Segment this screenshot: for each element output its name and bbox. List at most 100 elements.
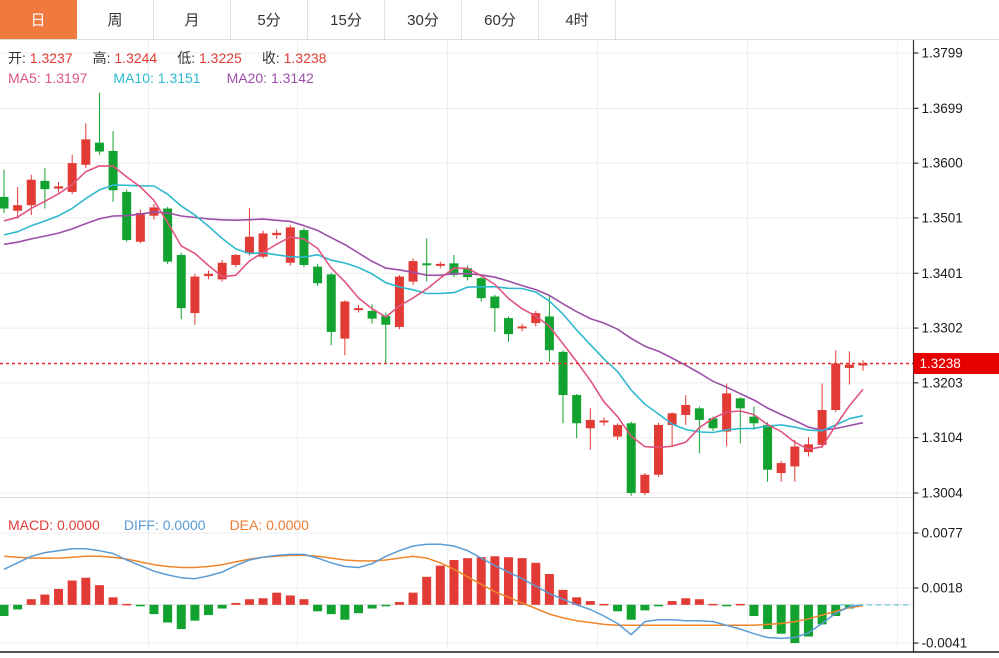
macd-legend-diff-value: 0.0000 <box>158 517 206 533</box>
macd-bar <box>599 603 609 606</box>
candle-body <box>176 255 186 309</box>
macd-bar <box>122 603 132 606</box>
macd-legend-bar: MACD: 0.0000 DIFF: 0.0000 DEA: 0.0000 <box>8 517 309 533</box>
candle-body <box>517 326 527 329</box>
macd-bar <box>272 592 282 605</box>
ma20-line <box>3 211 864 431</box>
macd-legend-macd-value: 0.0000 <box>53 517 100 533</box>
macd-bar <box>258 598 268 605</box>
price-axis-label: 1.3004 <box>922 486 964 501</box>
ma-legend-ma10-label: MA10: <box>113 70 154 86</box>
quote-close-label: 收: <box>261 50 280 66</box>
macd-bar <box>422 576 432 605</box>
macd-bar <box>572 597 582 605</box>
timeframe-tab-3[interactable]: 5分 <box>231 0 308 39</box>
candle-body <box>94 142 104 152</box>
candle-body <box>463 268 473 278</box>
timeframe-tab-6[interactable]: 60分 <box>462 0 539 39</box>
quote-low: 低: 1.3225 <box>177 50 242 66</box>
price-axis-labels: 1.3799 1.3699 1.3600 1.3501 1.3401 1.3302 1.32… <box>913 46 964 501</box>
macd-legend-macd: MACD: 0.0000 <box>8 517 100 533</box>
macd-bar <box>40 594 50 605</box>
macd-axis-labels: 0.0077 0.0018 -0.0041 <box>913 525 968 651</box>
macd-bar <box>54 588 64 605</box>
macd-bar <box>694 599 704 605</box>
macd-legend-dea-value: 0.0000 <box>262 517 309 533</box>
candle-body <box>381 315 391 325</box>
macd-bar <box>367 604 377 609</box>
candle-body <box>67 163 77 192</box>
candle-body <box>599 420 609 423</box>
price-axis-label: 1.3799 <box>922 46 963 61</box>
ma5-line <box>3 165 864 451</box>
candle-body <box>490 296 500 309</box>
macd-bar <box>231 602 241 605</box>
timeframe-tab-5[interactable]: 30分 <box>385 0 462 39</box>
macd-bar <box>0 604 9 616</box>
candle-body <box>394 276 404 327</box>
macd-bar <box>722 604 732 607</box>
quote-high-value: 1.3244 <box>110 50 158 66</box>
macd-axis-label: -0.0041 <box>922 636 968 651</box>
macd-bar <box>299 599 309 605</box>
macd-bar <box>394 602 404 605</box>
candle-body <box>531 313 541 324</box>
quote-low-label: 低: <box>177 50 196 66</box>
candle-body <box>299 230 309 265</box>
macd-bar <box>667 601 677 605</box>
candle-body <box>572 395 582 424</box>
macd-axis-label: 0.0018 <box>922 581 963 596</box>
macd-legend-dea-label: DEA: <box>229 517 263 533</box>
candle-body <box>422 263 432 266</box>
candle-body <box>408 261 418 282</box>
macd-histogram <box>0 556 854 644</box>
candle-body <box>163 208 173 262</box>
macd-bar <box>831 604 841 616</box>
quote-close-value: 1.3238 <box>279 50 327 66</box>
timeframe-tab-2[interactable]: 月 <box>154 0 231 39</box>
candle-body <box>681 405 691 415</box>
macd-bar <box>149 604 159 615</box>
timeframe-tab-1[interactable]: 周 <box>77 0 154 39</box>
macd-bar <box>217 604 227 609</box>
macd-bar <box>803 604 813 637</box>
last-price-badge: 1.3238 <box>913 352 999 374</box>
price-axis-label: 1.3203 <box>922 375 963 390</box>
candle-body <box>272 232 282 236</box>
last-price-badge-text: 1.3238 <box>920 356 961 371</box>
candle-body <box>503 318 513 335</box>
macd-bar <box>463 558 473 605</box>
candle-body <box>476 278 486 299</box>
candle-body <box>667 413 677 425</box>
ma-legend-ma20: MA20: 1.3142 <box>227 70 314 86</box>
timeframe-tab-4[interactable]: 15分 <box>308 0 385 39</box>
quote-open: 开: 1.3237 <box>8 50 73 66</box>
macd-legend-macd-label: MACD: <box>8 517 54 533</box>
macd-bar <box>517 558 527 605</box>
candle-body <box>81 139 91 165</box>
macd-bar <box>313 604 323 612</box>
candle-body <box>776 463 786 474</box>
macd-legend-diff: DIFF: 0.0000 <box>124 517 206 533</box>
timeframe-tab-0[interactable]: 日 <box>0 0 77 39</box>
ma-legend-ma5-label: MA5: <box>8 70 41 86</box>
macd-axis-label: 0.0077 <box>922 525 963 540</box>
chart-canvas[interactable] <box>0 40 999 658</box>
ma-legend-ma10: MA10: 1.3151 <box>113 70 200 86</box>
macd-bar <box>708 603 718 606</box>
candle-body <box>54 186 64 189</box>
candle-body <box>803 444 813 453</box>
ohlc-quote-bar: 开: 1.3237 高: 1.3244 低: 1.3225 收: 1.3238 <box>8 50 326 66</box>
price-axis-label: 1.3600 <box>922 156 963 171</box>
ma-legend-ma10-value: 1.3151 <box>153 70 201 86</box>
macd-bar <box>640 604 650 611</box>
macd-bar <box>108 597 118 605</box>
macd-bar <box>190 604 200 621</box>
macd-bar <box>544 574 554 605</box>
timeframe-tab-7[interactable]: 4时 <box>539 0 616 39</box>
dea-line <box>3 554 864 627</box>
macd-bar <box>81 577 91 605</box>
macd-bar <box>340 604 350 620</box>
macd-legend-diff-label: DIFF: <box>123 517 159 533</box>
